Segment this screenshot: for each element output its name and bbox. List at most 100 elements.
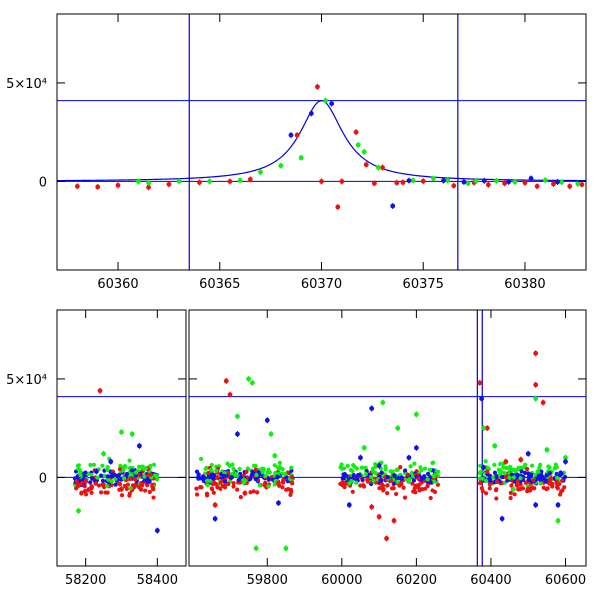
baseline-point-red — [128, 476, 133, 481]
baseline-point-green — [359, 465, 365, 470]
data-point-green — [283, 545, 289, 551]
data-point-blue — [555, 179, 560, 185]
data-point-blue — [308, 111, 314, 116]
baseline-point-red — [124, 486, 129, 491]
baseline-point-red — [74, 479, 79, 484]
baseline-point-blue — [248, 476, 253, 481]
data-point-green — [253, 545, 259, 551]
baseline-point-green — [198, 456, 204, 462]
data-point-red — [83, 478, 89, 484]
data-point-red — [384, 536, 389, 541]
baseline-point-green — [430, 460, 435, 466]
data-point-green — [380, 400, 386, 405]
data-point-blue — [528, 176, 534, 181]
baseline-point-blue — [351, 472, 356, 478]
baseline-point-red — [398, 465, 403, 470]
data-point-blue — [406, 178, 412, 183]
baseline-point-green — [533, 472, 538, 477]
baseline-point-blue — [392, 473, 397, 478]
data-point-green — [237, 178, 243, 183]
baseline-point-red — [289, 480, 295, 485]
data-point-red — [227, 392, 233, 398]
baseline-point-blue — [115, 473, 120, 479]
baseline-point-green — [142, 474, 147, 479]
baseline-point-blue — [378, 478, 383, 483]
data-point-red — [394, 180, 400, 186]
x-tick-label: 59800 — [247, 573, 288, 588]
baseline-point-red — [280, 485, 285, 490]
panel-full: 0 5×10⁴ 58200 58400 59800 60000 60200 60400 6060… — [6, 309, 587, 588]
data-point-red — [76, 482, 81, 488]
plot-area — [57, 14, 586, 270]
baseline-point-blue — [428, 480, 433, 485]
baseline-point-green — [245, 466, 250, 471]
baseline-point-green — [499, 469, 504, 475]
baseline-point-blue — [88, 480, 93, 485]
data-point-green — [544, 447, 550, 453]
baseline-point-green — [371, 469, 376, 474]
x-tick-label: 60000 — [321, 573, 362, 588]
data-point-green — [246, 376, 252, 382]
baseline-point-green — [205, 483, 210, 488]
baseline-point-red — [541, 485, 546, 490]
baseline-point-blue — [519, 469, 524, 474]
baseline-point-red — [417, 488, 422, 493]
baseline-point-green — [409, 470, 415, 475]
baseline-point-blue — [357, 472, 362, 478]
baseline-point-green — [351, 462, 356, 468]
baseline-point-green — [272, 482, 277, 487]
baseline-point-red — [96, 483, 101, 488]
data-point-red — [319, 178, 324, 184]
panel-zoomed: 0 5×10⁴ 60360 60365 60370 60375 60380 — [6, 13, 587, 292]
baseline-point-blue — [253, 477, 258, 482]
baseline-point-red — [365, 479, 370, 484]
baseline-point-red — [381, 487, 386, 492]
baseline-point-green — [267, 470, 272, 475]
baseline-point-green — [501, 465, 506, 470]
data-point-red — [376, 514, 382, 520]
data-point-red — [339, 178, 345, 184]
baseline-point-green — [78, 473, 83, 478]
baseline-point-green — [127, 458, 132, 463]
baseline-point-blue — [494, 475, 499, 480]
baseline-point-red — [423, 486, 428, 491]
data-point-green — [355, 142, 361, 148]
baseline-point-green — [260, 470, 265, 475]
data-point-green — [512, 179, 518, 185]
baseline-point-blue — [222, 479, 228, 484]
baseline-point-red — [509, 483, 514, 488]
baseline-point-red — [401, 485, 406, 490]
baseline-point-blue — [201, 478, 206, 484]
baseline-point-red — [119, 493, 125, 498]
baseline-point-green — [78, 469, 83, 475]
baseline-point-red — [508, 490, 513, 495]
y-tick-label: 5×10⁴ — [6, 373, 47, 388]
data-point-blue — [506, 179, 512, 185]
data-point-green — [268, 431, 274, 437]
baseline-point-red — [79, 490, 84, 495]
data-point-green — [119, 429, 124, 435]
baseline-point-blue — [113, 482, 118, 487]
data-point-green — [361, 149, 367, 155]
data-point-green — [249, 380, 255, 386]
data-point-red — [95, 184, 101, 190]
baseline-point-green — [282, 471, 288, 477]
baseline-point-red — [132, 477, 137, 482]
baseline-point-red — [545, 486, 550, 491]
data-point-red — [533, 382, 539, 388]
x-tick-label: 60600 — [545, 573, 586, 588]
baseline-point-green — [498, 461, 503, 466]
baseline-point-blue — [275, 474, 280, 480]
baseline-point-blue — [379, 470, 384, 475]
data-point-green — [492, 443, 498, 449]
baseline-point-green — [254, 472, 259, 478]
baseline-point-green — [368, 474, 374, 480]
data-point-red — [119, 486, 124, 492]
data-point-green — [413, 411, 419, 417]
baseline-point-blue — [526, 476, 532, 481]
baseline-point-red — [379, 481, 385, 487]
baseline-point-red — [289, 474, 295, 480]
data-point-blue — [479, 396, 485, 402]
data-point-red — [502, 180, 508, 186]
x-tick-label: 60375 — [403, 277, 444, 292]
